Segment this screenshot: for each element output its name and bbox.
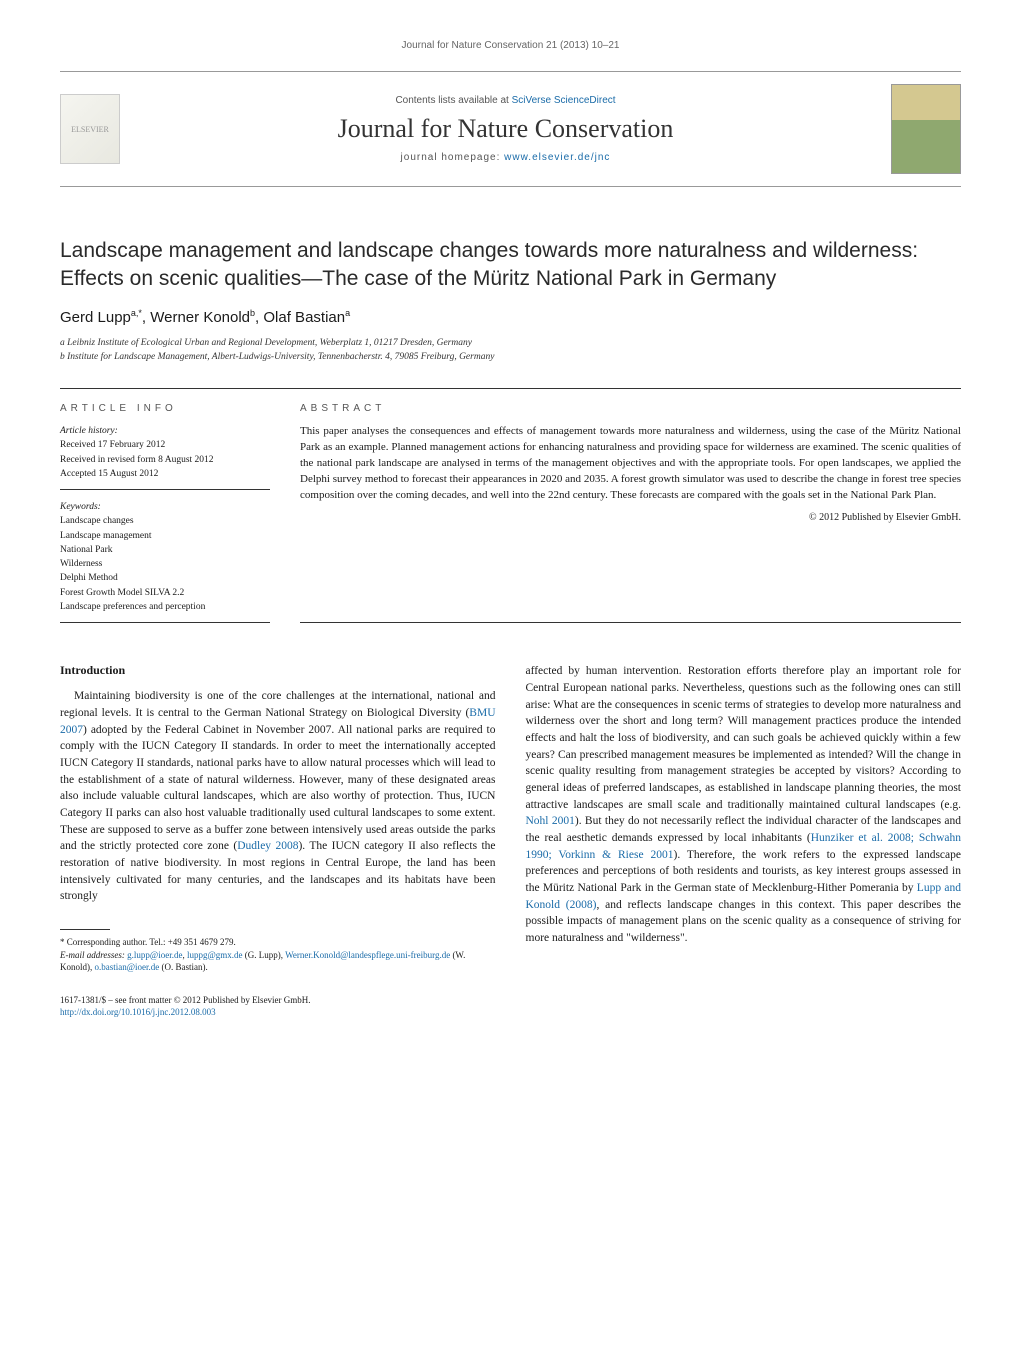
abstract-label: ABSTRACT: [300, 403, 961, 414]
email-link[interactable]: luppg@gmx.de: [187, 950, 243, 960]
body-column-right: affected by human intervention. Restorat…: [526, 663, 962, 1019]
body-paragraph: Maintaining biodiversity is one of the c…: [60, 688, 496, 905]
citation-link[interactable]: Dudley 2008: [237, 840, 298, 852]
journal-homepage-link[interactable]: www.elsevier.de/jnc: [504, 152, 610, 163]
footnote-separator: [60, 929, 110, 930]
paper-page: Journal for Nature Conservation 21 (2013…: [0, 0, 1021, 1059]
keyword-item: Forest Growth Model SILVA 2.2: [60, 586, 270, 600]
keyword-item: Wilderness: [60, 557, 270, 571]
body-columns: Introduction Maintaining biodiversity is…: [60, 663, 961, 1019]
email-link[interactable]: o.bastian@ioer.de: [95, 962, 160, 972]
elsevier-logo-icon: ELSEVIER: [60, 94, 120, 164]
keywords-list: Landscape changesLandscape managementNat…: [60, 514, 270, 614]
keyword-item: Landscape changes: [60, 514, 270, 528]
doi-link[interactable]: http://dx.doi.org/10.1016/j.jnc.2012.08.…: [60, 1006, 496, 1019]
history-received: Received 17 February 2012: [60, 438, 270, 452]
article-history-block: Article history: Received 17 February 20…: [60, 424, 270, 490]
history-revised: Received in revised form 8 August 2012: [60, 453, 270, 467]
article-info-label: ARTICLE INFO: [60, 403, 270, 414]
article-info-column: ARTICLE INFO Article history: Received 1…: [60, 403, 270, 623]
affiliation-a: a Leibniz Institute of Ecological Urban …: [60, 336, 961, 350]
email-link[interactable]: g.lupp@ioer.de: [127, 950, 182, 960]
running-header: Journal for Nature Conservation 21 (2013…: [60, 40, 961, 51]
abstract-copyright: © 2012 Published by Elsevier GmbH.: [300, 512, 961, 523]
email-addresses-line: E-mail addresses: g.lupp@ioer.de, luppg@…: [60, 949, 496, 974]
keyword-item: Landscape preferences and perception: [60, 600, 270, 614]
journal-cover-icon: [891, 84, 961, 174]
abstract-column: ABSTRACT This paper analyses the consequ…: [300, 403, 961, 623]
info-abstract-row: ARTICLE INFO Article history: Received 1…: [60, 388, 961, 623]
keyword-item: National Park: [60, 543, 270, 557]
introduction-heading: Introduction: [60, 663, 496, 678]
history-accepted: Accepted 15 August 2012: [60, 467, 270, 481]
author-list: Gerd Luppa,*, Werner Konoldb, Olaf Basti…: [60, 308, 961, 326]
masthead-center: Contents lists available at SciVerse Sci…: [120, 95, 891, 163]
contents-available-line: Contents lists available at SciVerse Sci…: [120, 95, 891, 106]
corresponding-author-footnote: * Corresponding author. Tel.: +49 351 46…: [60, 936, 496, 974]
journal-name: Journal for Nature Conservation: [120, 114, 891, 144]
abstract-text: This paper analyses the consequences and…: [300, 424, 961, 504]
corr-author-line: * Corresponding author. Tel.: +49 351 46…: [60, 936, 496, 949]
keywords-heading: Keywords:: [60, 500, 270, 514]
body-column-left: Introduction Maintaining biodiversity is…: [60, 663, 496, 1019]
keyword-item: Landscape management: [60, 529, 270, 543]
footer-block: 1617-1381/$ – see front matter © 2012 Pu…: [60, 994, 496, 1019]
keyword-item: Delphi Method: [60, 571, 270, 585]
journal-homepage-line: journal homepage: www.elsevier.de/jnc: [120, 152, 891, 163]
body-paragraph: affected by human intervention. Restorat…: [526, 663, 962, 946]
keywords-block: Keywords: Landscape changesLandscape man…: [60, 500, 270, 623]
sciencedirect-link[interactable]: SciVerse ScienceDirect: [512, 95, 616, 106]
history-heading: Article history:: [60, 424, 270, 438]
issn-line: 1617-1381/$ – see front matter © 2012 Pu…: [60, 994, 496, 1007]
masthead: ELSEVIER Contents lists available at Sci…: [60, 71, 961, 187]
citation-link[interactable]: Nohl 2001: [526, 815, 575, 827]
email-link[interactable]: Werner.Konold@landespflege.uni-freiburg.…: [285, 950, 450, 960]
article-title: Landscape management and landscape chang…: [60, 237, 961, 294]
affiliation-b: b Institute for Landscape Management, Al…: [60, 350, 961, 364]
affiliations: a Leibniz Institute of Ecological Urban …: [60, 336, 961, 365]
